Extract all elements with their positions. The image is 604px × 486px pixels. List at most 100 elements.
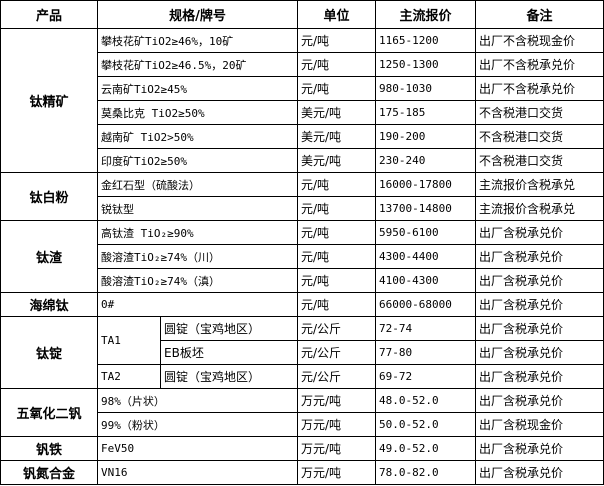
product-cell: 钒氮合金 [0,460,98,485]
table-row: 钛精矿 攀枝花矿TiO2≥46%，10矿 元/吨 1165-1200 出厂不含税现金价 [0,28,604,173]
table-row: 印度矿TiO2≥50% 美元/吨 230-240 不含税港口交货 [1,148,604,173]
price-cell: 49.0-52.0 [375,436,476,461]
note-cell: 出厂含税现金价 [475,412,604,437]
unit-cell: 元/公斤 [297,364,376,389]
table-row: 钒铁 FeV50 万元/吨 49.0-52.0 出厂含税承兑价 [0,436,604,461]
note-cell: 主流报价含税承兑 [475,196,604,221]
price-cell: 980-1030 [375,76,476,101]
price-cell: 50.0-52.0 [375,412,476,437]
price-cell: 13700-14800 [375,196,476,221]
table-row: 钛白粉 金红石型（硫酸法） 元/吨 16000-17800 主流报价含税承兑 [0,172,604,221]
table-row: 越南矿 TiO2>50% 美元/吨 190-200 不含税港口交货 [1,124,604,149]
product-cell: 钛白粉 [0,172,98,221]
price-cell: 77-80 [375,340,476,365]
spec-cell: 锐钛型 [97,196,298,221]
grade-cell: TA1 [97,316,161,365]
price-cell: 5950-6100 [375,220,476,245]
price-cell: 4300-4400 [375,244,476,269]
table-row: 海绵钛 0# 元/吨 66000-68000 出厂含税承兑价 [0,292,604,317]
price-cell: 78.0-82.0 [375,460,476,485]
price-cell: 72-74 [375,316,476,341]
unit-cell: 元/吨 [297,292,376,317]
table-row: 钛锭 TA1 圆锭（宝鸡地区） 元/公斤 72-74 出厂含税承兑价 [0,316,604,389]
table-row: 产品 规格/牌号 单位 主流报价 备注 [0,0,604,29]
note-cell: 出厂不含税现金价 [475,28,604,53]
unit-cell: 万元/吨 [297,460,376,485]
unit-cell: 美元/吨 [297,148,376,173]
table-row: 攀枝花矿TiO2≥46.5%，20矿 元/吨 1250-1300 出厂不含税承兑价 [1,52,604,77]
spec-cell: 圆锭（宝鸡地区） [160,364,298,389]
spec-cell: 酸溶渣TiO₂≥74%（滇） [97,268,298,293]
note-cell: 出厂不含税承兑价 [475,52,604,77]
note-cell: 出厂含税承兑价 [475,268,604,293]
price-cell: 16000-17800 [375,172,476,197]
price-cell: 190-200 [375,124,476,149]
table-row: 锐钛型 元/吨 13700-14800 主流报价含税承兑 [1,196,604,221]
unit-cell: 元/吨 [297,172,376,197]
table-row: 钒氮合金 VN16 万元/吨 78.0-82.0 出厂含税承兑价 [0,460,604,485]
product-cell: 钒铁 [0,436,98,461]
price-cell: 1165-1200 [375,28,476,53]
price-cell: 69-72 [375,364,476,389]
note-cell: 出厂含税承兑价 [475,220,604,245]
spec-cell: 酸溶渣TiO₂≥74%（川） [97,244,298,269]
unit-cell: 万元/吨 [297,412,376,437]
table-row: 云南矿TiO2≥45% 元/吨 980-1030 出厂不含税承兑价 [1,76,604,101]
spec-cell: EB板坯 [160,340,298,365]
unit-cell: 元/吨 [297,244,376,269]
unit-cell: 万元/吨 [297,388,376,413]
note-cell: 出厂含税承兑价 [475,388,604,413]
product-cell: 钛精矿 [0,28,98,173]
price-cell: 66000-68000 [375,292,476,317]
unit-cell: 元/吨 [297,196,376,221]
product-cell: 海绵钛 [0,292,98,317]
spec-cell: 印度矿TiO2≥50% [97,148,298,173]
unit-cell: 元/吨 [297,28,376,53]
note-cell: 出厂含税承兑价 [475,460,604,485]
grade-cell: TA2 [97,364,161,389]
price-cell: 175-185 [375,100,476,125]
price-cell: 1250-1300 [375,52,476,77]
spec-cell: 0# [97,292,298,317]
product-cell: 钛锭 [0,316,98,389]
table-row: 酸溶渣TiO₂≥74%（滇） 元/吨 4100-4300 出厂含税承兑价 [1,268,604,293]
price-cell: 230-240 [375,148,476,173]
spec-cell: 攀枝花矿TiO2≥46.5%，20矿 [97,52,298,77]
spec-cell: 98%（片状） [97,388,298,413]
table-row: 莫桑比克 TiO2≥50% 美元/吨 175-185 不含税港口交货 [1,100,604,125]
unit-cell: 元/吨 [297,76,376,101]
unit-cell: 元/公斤 [297,340,376,365]
unit-cell: 元/吨 [297,220,376,245]
spec-cell: 圆锭（宝鸡地区） [160,316,298,341]
note-cell: 出厂含税承兑价 [475,244,604,269]
spec-cell: 金红石型（硫酸法） [97,172,298,197]
table-row: 酸溶渣TiO₂≥74%（川） 元/吨 4300-4400 出厂含税承兑价 [1,244,604,269]
spec-cell: 攀枝花矿TiO2≥46%，10矿 [97,28,298,53]
note-cell: 主流报价含税承兑 [475,172,604,197]
spec-cell: 高钛渣 TiO₂≥90% [97,220,298,245]
note-cell: 不含税港口交货 [475,100,604,125]
note-cell: 不含税港口交货 [475,124,604,149]
header-cell: 产品 [0,0,98,29]
note-cell: 不含税港口交货 [475,148,604,173]
unit-cell: 元/吨 [297,268,376,293]
spec-cell: 云南矿TiO2≥45% [97,76,298,101]
table-row: 五氧化二钒 98%（片状） 万元/吨 48.0-52.0 出厂含税承兑价 [0,388,604,437]
spec-cell: FeV50 [97,436,298,461]
header-cell: 主流报价 [375,0,476,29]
spec-cell: VN16 [97,460,298,485]
spec-cell: 99%（粉状） [97,412,298,437]
header-cell: 备注 [475,0,604,29]
note-cell: 出厂含税承兑价 [475,292,604,317]
note-cell: 出厂含税承兑价 [475,364,604,389]
unit-cell: 美元/吨 [297,124,376,149]
header-cell: 规格/牌号 [97,0,298,29]
unit-cell: 元/公斤 [297,316,376,341]
note-cell: 出厂不含税承兑价 [475,76,604,101]
unit-cell: 万元/吨 [297,436,376,461]
table-row: 钛渣 高钛渣 TiO₂≥90% 元/吨 5950-6100 出厂含税承兑价 [0,220,604,293]
unit-cell: 元/吨 [297,52,376,77]
